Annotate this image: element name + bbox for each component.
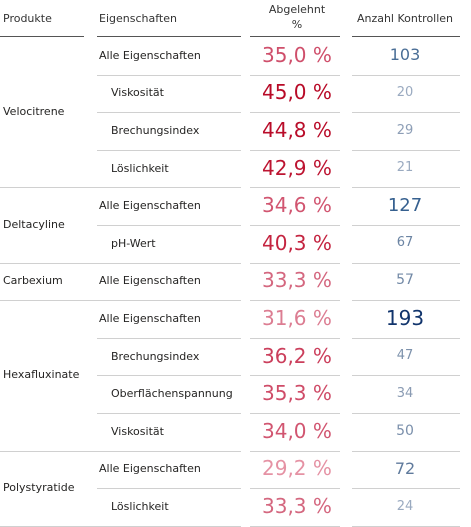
product-label[interactable]: Hexafluxinate <box>3 368 80 382</box>
count-value[interactable]: 57 <box>396 272 414 289</box>
rejected-value[interactable]: 36,2 % <box>262 343 332 368</box>
header-properties[interactable]: Eigenschaften <box>99 12 177 25</box>
count-value[interactable]: 72 <box>394 459 416 478</box>
row-separator <box>0 187 241 189</box>
rejected-value[interactable]: 45,0 % <box>262 80 332 105</box>
header-underline-products <box>0 36 84 37</box>
row-separator <box>0 262 241 264</box>
header-underline-rejected <box>250 36 340 37</box>
property-label[interactable]: Alle Eigenschaften <box>99 462 201 476</box>
count-value[interactable]: 21 <box>396 160 414 176</box>
property-label[interactable]: Oberflächenspannung <box>111 387 233 401</box>
count-value[interactable]: 20 <box>396 84 414 100</box>
row-separator <box>250 300 340 302</box>
rejected-value[interactable]: 35,3 % <box>262 381 332 406</box>
row-separator <box>352 74 460 76</box>
row-separator <box>250 187 340 189</box>
property-label[interactable]: Viskosität <box>111 424 164 438</box>
count-value[interactable]: 50 <box>396 422 414 439</box>
count-value[interactable]: 193 <box>385 306 425 330</box>
row-separator <box>97 488 241 490</box>
row-separator <box>0 450 241 452</box>
rejected-value[interactable]: 31,6 % <box>262 306 332 330</box>
rejected-value[interactable]: 44,8 % <box>262 118 332 142</box>
row-separator <box>97 149 241 151</box>
header-underline-properties <box>97 36 241 37</box>
row-separator <box>97 74 241 76</box>
row-separator <box>352 337 460 339</box>
property-label[interactable]: Viskosität <box>111 86 164 100</box>
property-label[interactable]: Alle Eigenschaften <box>99 199 201 213</box>
row-separator <box>352 112 460 114</box>
header-rejected-line1: Abgelehnt <box>268 3 326 16</box>
rejected-value[interactable]: 34,6 % <box>262 193 332 218</box>
header-underline-count <box>352 36 460 37</box>
row-separator <box>352 488 460 490</box>
property-label[interactable]: Alle Eigenschaften <box>99 274 201 288</box>
rejected-value[interactable]: 34,0 % <box>262 418 332 443</box>
row-separator <box>250 450 340 452</box>
row-separator <box>352 300 460 302</box>
row-separator <box>352 149 460 151</box>
row-separator <box>250 262 340 264</box>
count-value[interactable]: 47 <box>396 348 414 364</box>
row-separator <box>352 187 460 189</box>
row-separator <box>250 337 340 339</box>
row-separator <box>250 74 340 76</box>
header-rejected-line2: % <box>291 18 303 31</box>
count-value[interactable]: 127 <box>387 194 423 216</box>
property-label[interactable]: Löslichkeit <box>111 161 169 175</box>
property-label[interactable]: Alle Eigenschaften <box>99 48 201 62</box>
row-separator <box>97 337 241 339</box>
property-label[interactable]: pH-Wert <box>111 236 156 250</box>
header-rejected[interactable]: Abgelehnt % <box>262 2 332 39</box>
rejected-value[interactable]: 35,0 % <box>262 42 332 67</box>
row-separator <box>352 262 460 264</box>
row-separator <box>352 413 460 414</box>
property-label[interactable]: Brechungsindex <box>111 124 200 137</box>
property-label[interactable]: Löslichkeit <box>111 500 169 513</box>
row-separator <box>97 225 241 226</box>
product-label[interactable]: Carbexium <box>3 274 63 288</box>
row-separator <box>250 375 340 377</box>
row-separator <box>97 375 241 377</box>
header-count[interactable]: Anzahl Kontrollen <box>356 12 454 25</box>
rejected-value[interactable]: 33,3 % <box>262 268 332 293</box>
count-value[interactable]: 103 <box>389 45 421 65</box>
row-separator <box>97 112 241 114</box>
row-separator <box>250 112 340 114</box>
row-separator <box>250 225 340 226</box>
row-separator <box>352 375 460 377</box>
row-separator <box>0 300 241 302</box>
row-separator <box>352 450 460 452</box>
property-label[interactable]: Alle Eigenschaften <box>99 312 201 325</box>
count-value[interactable]: 34 <box>396 385 414 401</box>
row-separator <box>250 488 340 490</box>
count-value[interactable]: 29 <box>396 122 414 138</box>
product-label[interactable]: Velocitrene <box>3 105 65 119</box>
row-separator <box>97 413 241 414</box>
count-value[interactable]: 24 <box>396 498 414 514</box>
rejected-value[interactable]: 40,3 % <box>262 230 332 255</box>
product-label[interactable]: Polystyratide <box>3 481 75 495</box>
rejected-value[interactable]: 33,3 % <box>262 494 332 518</box>
property-label[interactable]: Brechungsindex <box>111 349 200 363</box>
rejected-value[interactable]: 29,2 % <box>262 456 332 481</box>
count-value[interactable]: 67 <box>396 235 414 251</box>
header-products[interactable]: Produkte <box>3 12 52 25</box>
product-label[interactable]: Deltacyline <box>3 218 65 231</box>
row-separator <box>352 225 460 226</box>
row-separator <box>250 413 340 414</box>
rejected-value[interactable]: 42,9 % <box>262 155 332 180</box>
row-separator <box>250 149 340 151</box>
